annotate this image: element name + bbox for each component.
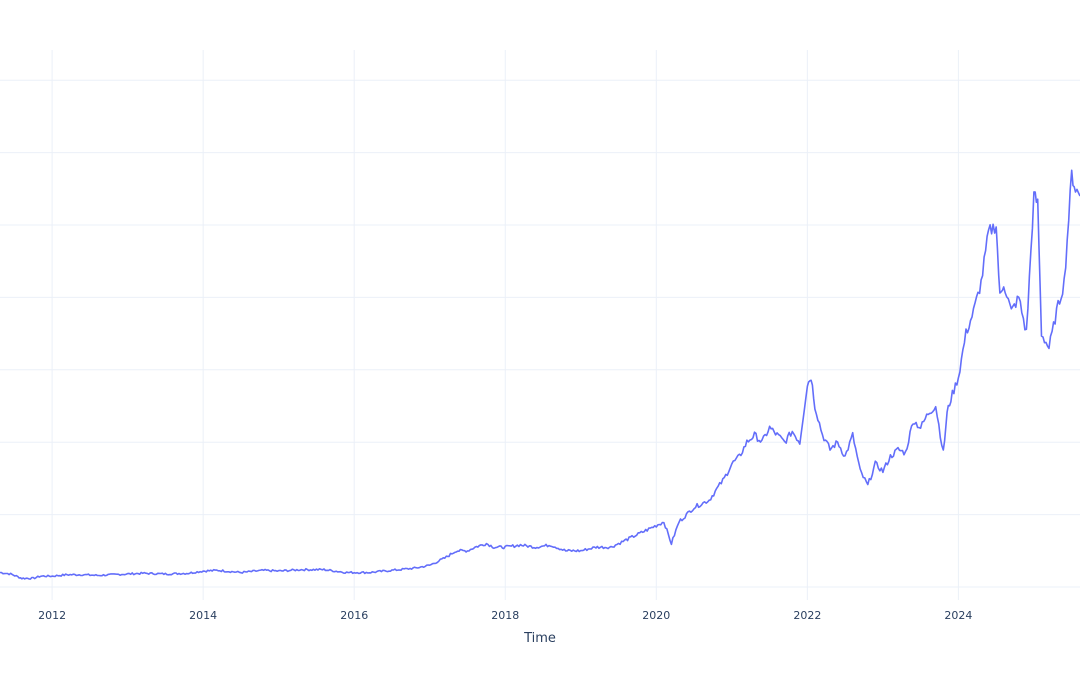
series-line xyxy=(0,169,1080,580)
x-tick-label: 2020 xyxy=(642,609,670,622)
x-axis: 2012 2014 2016 2018 2020 2022 2024 xyxy=(38,609,972,622)
x-tick-label: 2014 xyxy=(189,609,217,622)
x-axis-title: Time xyxy=(523,631,556,646)
x-tick-label: 2018 xyxy=(491,609,519,622)
x-tick-label: 2012 xyxy=(38,609,66,622)
x-tick-label: 2016 xyxy=(340,609,368,622)
x-tick-label: 2024 xyxy=(944,609,972,622)
grid xyxy=(0,50,1080,600)
x-tick-label: 2022 xyxy=(793,609,821,622)
